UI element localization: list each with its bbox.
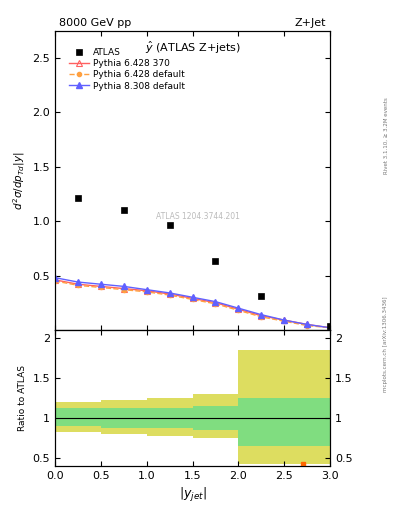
Pythia 6.428 default [190,296,195,303]
Pythia 6.428 default [121,287,126,293]
Pythia 6.428 370 [190,295,195,302]
Pythia 6.428 default [213,301,218,307]
Pythia 6.428 default [53,278,57,284]
Text: $\mathit{\hat{y}}$ (ATLAS Z+jets): $\mathit{\hat{y}}$ (ATLAS Z+jets) [145,40,241,56]
Pythia 6.428 370 [328,325,332,331]
Pythia 8.308 default [328,325,332,331]
Text: Z+Jet: Z+Jet [295,18,326,28]
Text: 8000 GeV pp: 8000 GeV pp [59,18,131,28]
Line: Pythia 6.428 370: Pythia 6.428 370 [52,277,333,331]
Pythia 8.308 default [282,317,286,323]
Pythia 8.308 default [305,322,310,328]
Line: Pythia 8.308 default: Pythia 8.308 default [52,275,333,331]
Text: mcplots.cern.ch [arXiv:1306.3436]: mcplots.cern.ch [arXiv:1306.3436] [383,296,388,392]
Pythia 8.308 default [236,305,241,311]
ATLAS [259,293,264,300]
Pythia 6.428 370 [236,306,241,312]
Pythia 8.308 default [144,287,149,293]
Pythia 6.428 370 [53,277,57,283]
Pythia 6.428 default [236,307,241,313]
ATLAS [328,323,332,329]
Pythia 6.428 370 [282,317,286,323]
Pythia 6.428 370 [305,322,310,328]
Pythia 6.428 default [259,314,264,320]
Pythia 6.428 370 [99,283,103,289]
Y-axis label: Ratio to ATLAS: Ratio to ATLAS [18,365,27,431]
Pythia 8.308 default [99,281,103,287]
Pythia 8.308 default [213,298,218,305]
Pythia 6.428 370 [259,313,264,319]
Pythia 8.308 default [121,283,126,289]
ATLAS [213,259,218,265]
Pythia 8.308 default [259,312,264,318]
Line: ATLAS: ATLAS [74,195,334,329]
ATLAS [167,222,172,228]
Pythia 6.428 default [328,325,332,331]
Pythia 8.308 default [75,279,80,285]
ATLAS [75,195,80,201]
Pythia 8.308 default [53,274,57,281]
Pythia 6.428 default [305,323,310,329]
Line: Pythia 6.428 default: Pythia 6.428 default [53,279,332,330]
Pythia 8.308 default [167,290,172,296]
Pythia 6.428 370 [75,281,80,287]
Pythia 6.428 370 [167,291,172,297]
Legend: ATLAS, Pythia 6.428 370, Pythia 6.428 default, Pythia 8.308 default: ATLAS, Pythia 6.428 370, Pythia 6.428 de… [65,44,189,94]
Pythia 6.428 default [75,282,80,288]
Pythia 8.308 default [190,294,195,301]
Pythia 6.428 default [99,285,103,291]
Pythia 6.428 370 [213,300,218,306]
Text: Rivet 3.1.10, ≥ 3.2M events: Rivet 3.1.10, ≥ 3.2M events [383,97,388,174]
Pythia 6.428 default [282,318,286,324]
Pythia 6.428 default [144,289,149,295]
X-axis label: $|y_{jet}|$: $|y_{jet}|$ [179,486,206,504]
Pythia 6.428 370 [121,286,126,292]
Pythia 6.428 370 [144,288,149,294]
Y-axis label: $d^2\sigma/dp_{Td}|y|$: $d^2\sigma/dp_{Td}|y|$ [11,151,27,210]
Text: ATLAS 1204.3744.201: ATLAS 1204.3744.201 [156,212,240,221]
Pythia 6.428 default [167,292,172,298]
ATLAS [121,207,126,214]
